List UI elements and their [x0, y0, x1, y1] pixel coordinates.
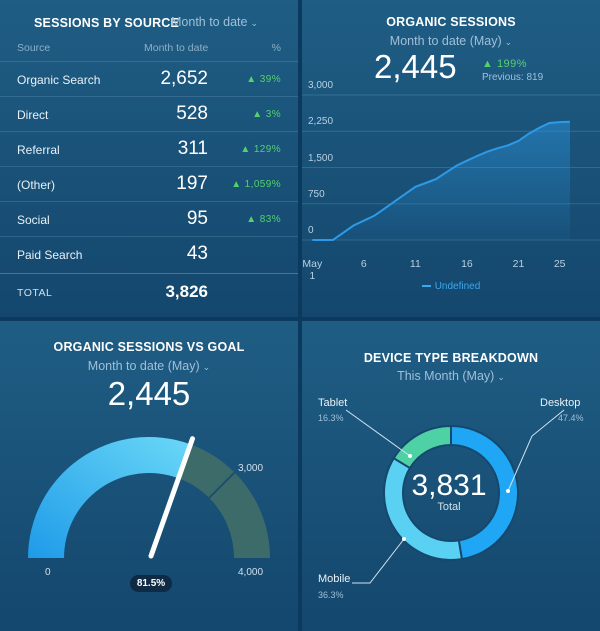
donut-total-label: Total: [437, 501, 461, 513]
period-dropdown[interactable]: Month to date (May) ⌄: [302, 34, 600, 48]
gauge-max-label: 4,000: [238, 567, 264, 578]
source-value: 2,652: [160, 68, 208, 89]
widget-title: SESSIONS BY SOURCE: [34, 16, 180, 30]
donut-slice-desktop: [450, 424, 519, 561]
chevron-down-icon: ⌄: [497, 372, 505, 382]
gauge-min-label: 0: [45, 567, 51, 578]
table-row[interactable]: Referral 311 ▲ 129%: [0, 131, 298, 167]
period-label: This Month (May): [397, 369, 495, 383]
gauge-goal-label: 3,000: [238, 463, 264, 474]
period-dropdown[interactable]: This Month (May) ⌄: [302, 369, 600, 383]
total-label: TOTAL: [17, 287, 53, 299]
table-row[interactable]: Direct 528 ▲ 3%: [0, 96, 298, 132]
chevron-down-icon: ⌄: [504, 37, 513, 47]
table-row[interactable]: Organic Search 2,652 ▲ 39%: [0, 61, 298, 97]
x-tick-label: 11: [409, 258, 421, 270]
gauge-percent-badge: 81.5%: [130, 575, 172, 592]
y-tick-label: 750: [308, 188, 325, 200]
legend-label: Undefined: [434, 281, 481, 292]
series-line: [312, 120, 571, 241]
device-type-widget: DEVICE TYPE BREAKDOWN This Month (May) ⌄ …: [302, 321, 600, 631]
source-value: 528: [176, 103, 208, 124]
metric-value: 2,445: [374, 48, 457, 85]
x-tick-label: 21: [512, 258, 525, 270]
desktop-percent: 47.4%: [558, 413, 584, 423]
period-dropdown[interactable]: Month to date ⌄: [171, 15, 258, 29]
change-badge: ▲ 1,059%: [231, 179, 281, 190]
tablet-leader-line: [345, 409, 411, 457]
table-row[interactable]: Paid Search 43: [0, 236, 298, 272]
source-name: Social: [17, 213, 50, 227]
gauge-fill-arc: [28, 437, 191, 558]
total-row: TOTAL 3,826: [0, 273, 298, 309]
desktop-leader-line: [507, 409, 565, 492]
x-tick-label: May 1: [302, 258, 323, 282]
x-tick-label: 6: [360, 258, 367, 270]
mobile-leader-line-dot: [402, 537, 406, 541]
legend-line-icon: [421, 285, 431, 288]
chevron-down-icon: ⌄: [202, 362, 211, 372]
table-row[interactable]: Social 95 ▲ 83%: [0, 201, 298, 237]
mobile-label: Mobile: [318, 573, 351, 585]
donut-slice-tablet: [392, 424, 452, 470]
gauge-needle: [148, 436, 195, 559]
tablet-label: Tablet: [318, 397, 348, 409]
y-tick-label: 3,000: [308, 80, 334, 91]
change-badge: ▲ 39%: [246, 74, 281, 85]
widget-title: ORGANIC SESSIONS: [386, 15, 516, 29]
x-tick-label: 25: [553, 258, 566, 270]
x-tick-label: 16: [461, 258, 473, 270]
chart-legend: Undefined: [302, 281, 600, 292]
gauge-goal-marker: [208, 471, 236, 499]
source-name: Referral: [17, 143, 60, 157]
tablet-percent: 16.3%: [318, 413, 344, 423]
y-tick-label: 0: [308, 225, 314, 236]
period-dropdown[interactable]: Month to date (May) ⌄: [0, 359, 298, 373]
change-badge: ▲ 199%: [482, 58, 528, 70]
donut-chart: [345, 409, 565, 584]
table-row[interactable]: (Other) 197 ▲ 1,059%: [0, 166, 298, 202]
chevron-down-icon: ⌄: [250, 18, 258, 28]
period-label: Month to date: [171, 15, 248, 29]
tablet-leader-line-dot: [408, 454, 412, 458]
widget-header: SESSIONS BY SOURCE Month to date ⌄: [0, 0, 298, 42]
donut-total-value: 3,831: [411, 469, 487, 502]
source-name: Paid Search: [17, 248, 83, 262]
col-percent-header: %: [271, 42, 281, 54]
y-tick-label: 1,500: [308, 152, 334, 164]
line-chart: [302, 94, 600, 241]
gauge-chart: [28, 436, 270, 559]
mobile-percent: 36.3%: [318, 590, 344, 600]
gauge-to-goal-arc: [178, 444, 235, 498]
widget-title: DEVICE TYPE BREAKDOWN: [363, 351, 539, 365]
period-label: Month to date (May): [87, 359, 200, 373]
period-label: Month to date (May): [389, 34, 502, 48]
source-value: 197: [176, 173, 208, 194]
col-month-header: Month to date: [144, 42, 209, 54]
series-area: [312, 121, 570, 240]
desktop-label: Desktop: [540, 397, 581, 409]
widget-title: ORGANIC SESSIONS VS GOAL: [53, 340, 245, 354]
mobile-leader-line: [352, 538, 405, 584]
sessions-by-source-widget: SESSIONS BY SOURCE Month to date ⌄ Source…: [0, 0, 298, 317]
desktop-leader-line-dot: [506, 489, 510, 493]
previous-value: Previous: 819: [482, 72, 544, 83]
source-name: Organic Search: [17, 73, 101, 87]
y-tick-label: 2,250: [308, 116, 334, 128]
organic-sessions-widget: ORGANIC SESSIONS Month to date (May) ⌄ 2,…: [302, 0, 600, 317]
source-value: 43: [186, 243, 208, 264]
source-name: (Other): [17, 178, 56, 192]
change-badge: ▲ 129%: [240, 144, 281, 155]
source-name: Direct: [17, 108, 49, 122]
change-badge: ▲ 83%: [246, 214, 281, 225]
source-value: 311: [177, 138, 208, 159]
source-value: 95: [186, 208, 208, 229]
metric-value: 2,445: [107, 375, 191, 412]
gauge-over-goal-arc: [209, 472, 270, 558]
col-source-header: Source: [17, 42, 51, 54]
total-value: 3,826: [165, 282, 208, 301]
change-badge: ▲ 3%: [252, 109, 281, 120]
organic-vs-goal-widget: ORGANIC SESSIONS VS GOAL Month to date (…: [0, 321, 298, 631]
